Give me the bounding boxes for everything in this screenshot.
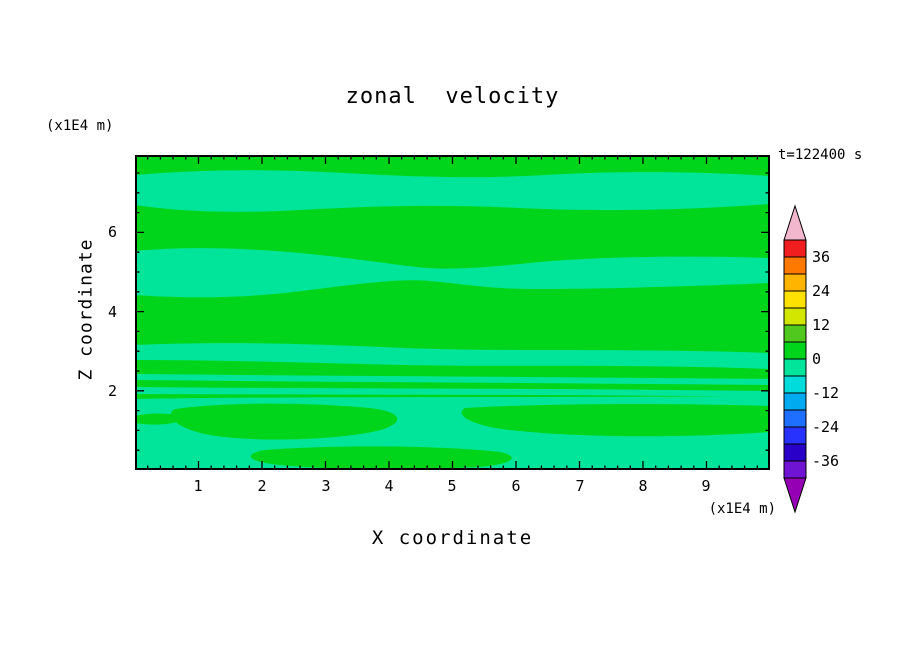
z-tick-label: 4 — [85, 303, 117, 321]
colorbar-segment — [784, 342, 806, 359]
x-axis-title: X coordinate — [135, 527, 770, 549]
colorbar-label: -36 — [812, 452, 856, 470]
colorbar-label: -12 — [812, 384, 856, 402]
colorbar-label: 36 — [812, 248, 856, 266]
colorbar-segment — [784, 274, 806, 291]
colorbar-segment — [784, 376, 806, 393]
colorbar-segment — [784, 461, 806, 478]
timestamp-label: t=122400 s — [778, 147, 862, 163]
z-tick-label: 6 — [85, 223, 117, 241]
x-tick-label: 9 — [694, 477, 718, 495]
colorbar-top-arrow — [784, 206, 806, 240]
colorbar-segment — [784, 325, 806, 342]
x-tick-label: 5 — [440, 477, 464, 495]
contour-field — [135, 155, 770, 470]
colorbar-bottom-arrow — [784, 478, 806, 512]
colorbar-segment — [784, 444, 806, 461]
colorbar-segment — [784, 291, 806, 308]
colorbar-segment — [784, 257, 806, 274]
zonal-velocity-figure: zonal velocity (x1E4 m) t=122400 s Z coo… — [0, 0, 904, 654]
colorbar-label: -24 — [812, 418, 856, 436]
colorbar-segment — [784, 359, 806, 376]
x-tick-label: 7 — [568, 477, 592, 495]
colorbar-segment — [784, 240, 806, 257]
z-tick-label: 2 — [85, 382, 117, 400]
plot-title: zonal velocity — [135, 84, 770, 109]
x-tick-label: 3 — [314, 477, 338, 495]
x-tick-label: 2 — [250, 477, 274, 495]
colorbar-segment — [784, 410, 806, 427]
x-tick-label: 4 — [377, 477, 401, 495]
colorbar-segment — [784, 427, 806, 444]
positive-blob-3 — [251, 446, 512, 469]
x-tick-label: 6 — [504, 477, 528, 495]
x-tick-label: 1 — [186, 477, 210, 495]
colorbar-label: 0 — [812, 350, 856, 368]
x-axis-unit-label: (x1E4 m) — [660, 501, 776, 517]
z-axis-unit-label: (x1E4 m) — [46, 118, 113, 134]
colorbar-label: 12 — [812, 316, 856, 334]
colorbar-segment — [784, 393, 806, 410]
colorbar-segment — [784, 308, 806, 325]
colorbar-label: 24 — [812, 282, 856, 300]
x-tick-label: 8 — [631, 477, 655, 495]
